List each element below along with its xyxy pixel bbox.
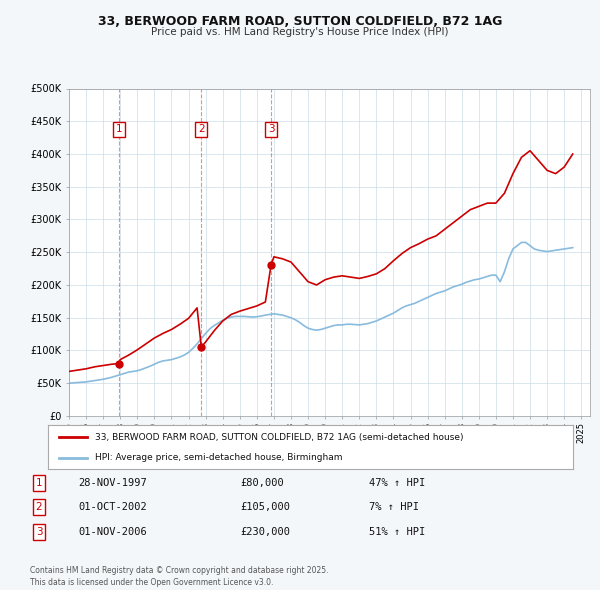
Text: 47% ↑ HPI: 47% ↑ HPI (369, 478, 425, 487)
Text: 3: 3 (35, 527, 43, 537)
Text: 33, BERWOOD FARM ROAD, SUTTON COLDFIELD, B72 1AG: 33, BERWOOD FARM ROAD, SUTTON COLDFIELD,… (98, 15, 502, 28)
Text: 01-NOV-2006: 01-NOV-2006 (78, 527, 147, 537)
Text: HPI: Average price, semi-detached house, Birmingham: HPI: Average price, semi-detached house,… (95, 454, 343, 463)
Text: 1: 1 (35, 478, 43, 487)
Text: £105,000: £105,000 (240, 503, 290, 512)
Text: 1: 1 (115, 124, 122, 135)
Text: £80,000: £80,000 (240, 478, 284, 487)
Text: £230,000: £230,000 (240, 527, 290, 537)
Text: 01-OCT-2002: 01-OCT-2002 (78, 503, 147, 512)
Text: 51% ↑ HPI: 51% ↑ HPI (369, 527, 425, 537)
Text: 33, BERWOOD FARM ROAD, SUTTON COLDFIELD, B72 1AG (semi-detached house): 33, BERWOOD FARM ROAD, SUTTON COLDFIELD,… (95, 432, 464, 442)
Text: 2: 2 (198, 124, 205, 135)
Text: 2: 2 (35, 503, 43, 512)
Text: Price paid vs. HM Land Registry's House Price Index (HPI): Price paid vs. HM Land Registry's House … (151, 27, 449, 37)
Text: Contains HM Land Registry data © Crown copyright and database right 2025.
This d: Contains HM Land Registry data © Crown c… (30, 566, 329, 587)
Text: 3: 3 (268, 124, 274, 135)
Text: 28-NOV-1997: 28-NOV-1997 (78, 478, 147, 487)
Text: 7% ↑ HPI: 7% ↑ HPI (369, 503, 419, 512)
